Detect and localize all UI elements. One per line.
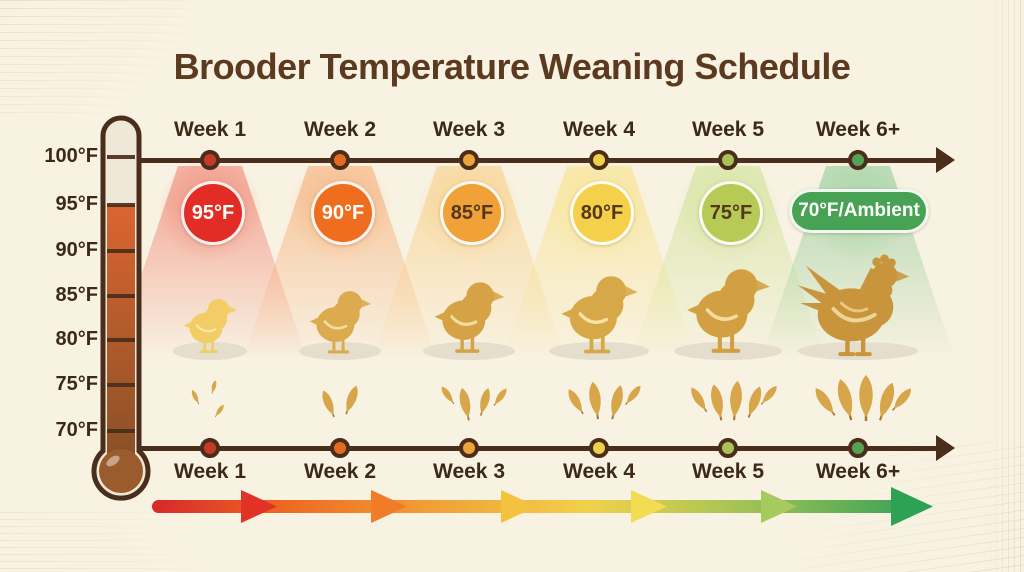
week-dot-bottom-5 <box>718 438 738 458</box>
scale-label-70f: 70°F <box>55 419 98 441</box>
week-dot-top-5 <box>718 150 738 170</box>
week-dot-top-4 <box>589 150 609 170</box>
week-label-top-2: Week 2 <box>304 118 376 141</box>
week-label-bottom-1: Week 1 <box>174 460 246 483</box>
temperature-badge-75f: 75°F <box>699 181 763 245</box>
week-dot-bottom-6 <box>848 438 868 458</box>
timeline-top-axis <box>138 158 938 163</box>
timeline-top-arrowhead-icon <box>936 147 955 173</box>
week-dot-bottom-2 <box>330 438 350 458</box>
chick-icon-week5 <box>687 269 770 353</box>
scale-label-85f: 85°F <box>55 284 98 306</box>
feathers-icon-week5 <box>687 379 781 423</box>
chick-icon-week2 <box>309 291 372 354</box>
week-dot-bottom-3 <box>459 438 479 458</box>
temperature-badge-85f: 85°F <box>440 181 504 245</box>
hen-icon-week6 <box>798 254 910 357</box>
chick-icon-week1 <box>183 298 238 354</box>
week-dot-top-1 <box>200 150 220 170</box>
thermometer-liquid <box>107 205 135 457</box>
chick-icon-week3 <box>434 282 505 353</box>
weaning-progress-arrow <box>152 487 933 526</box>
feathers-icon-week6 <box>810 373 915 424</box>
thermometer-bulb <box>99 449 143 493</box>
arrowhead-icon <box>371 490 407 523</box>
arrowhead-icon <box>631 490 667 523</box>
week-dot-bottom-4 <box>589 438 609 458</box>
week-label-top-4: Week 4 <box>563 118 635 141</box>
week-dot-bottom-1 <box>200 438 220 458</box>
thermometer-ticks <box>107 155 135 433</box>
week-label-top-3: Week 3 <box>433 118 505 141</box>
scale-label-80f: 80°F <box>55 328 98 350</box>
week-dot-top-6 <box>848 150 868 170</box>
page-title: Brooder Temperature Weaning Schedule <box>173 46 851 87</box>
feathers-icon-week4 <box>564 379 644 422</box>
arrowhead-icon <box>241 490 277 523</box>
week-label-bottom-5: Week 5 <box>692 460 764 483</box>
week-label-bottom-2: Week 2 <box>304 460 376 483</box>
chick-shadow <box>798 342 918 360</box>
week-label-bottom-3: Week 3 <box>433 460 505 483</box>
week-label-top-1: Week 1 <box>174 118 246 141</box>
thermometer <box>91 115 151 501</box>
temperature-badge-90f: 90°F <box>311 181 375 245</box>
chick-icon-week4 <box>561 276 638 354</box>
scale-label-95f: 95°F <box>55 193 98 215</box>
temperature-badge-80f: 80°F <box>570 181 634 245</box>
week-label-top-6: Week 6+ <box>815 118 901 141</box>
scale-label-75f: 75°F <box>55 373 98 395</box>
week-dot-top-2 <box>330 150 350 170</box>
arrowhead-icon <box>761 490 797 523</box>
timeline-bottom-axis <box>126 446 938 451</box>
feathers-icon-week2 <box>318 383 362 420</box>
temperature-badge-ambient: 70°F/Ambient <box>789 189 929 233</box>
arrowhead-icon <box>891 487 933 526</box>
feathers-icon-week3 <box>438 384 510 423</box>
arrowhead-icon <box>501 490 537 523</box>
scale-label-90f: 90°F <box>55 239 98 261</box>
week-label-bottom-4: Week 4 <box>563 460 635 483</box>
week-dot-top-3 <box>459 150 479 170</box>
temperature-badge-95f: 95°F <box>181 181 245 245</box>
week-label-top-5: Week 5 <box>692 118 764 141</box>
timeline-bottom-arrowhead-icon <box>936 435 955 461</box>
scale-label-100f: 100°F <box>44 145 98 167</box>
week-label-bottom-6: Week 6+ <box>815 460 901 483</box>
